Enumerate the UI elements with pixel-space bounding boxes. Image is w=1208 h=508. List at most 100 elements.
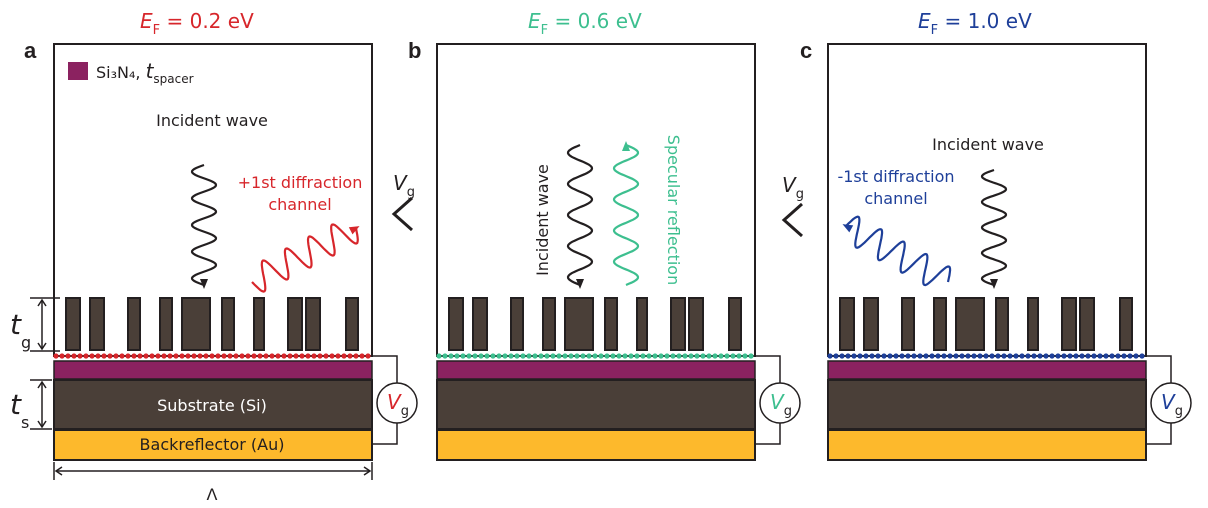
graphene-dot (947, 353, 952, 358)
graphene-dot (1097, 353, 1102, 358)
graphene-dot (977, 353, 982, 358)
graphene-dot (622, 353, 627, 358)
graphene-dot (1013, 353, 1018, 358)
graphene-dot (658, 353, 663, 358)
graphene-dot (1019, 353, 1024, 358)
graphene-dot (353, 353, 358, 358)
gate-symbol (784, 204, 802, 236)
graphene-dot (119, 353, 124, 358)
graphene-dot (149, 353, 154, 358)
graphene-dot (167, 353, 172, 358)
graphene-dot (323, 353, 328, 358)
graphene-dot (1091, 353, 1096, 358)
graphene-dot (484, 353, 489, 358)
graphene-dot (257, 353, 262, 358)
graphene-dot (568, 353, 573, 358)
graphene-dot (899, 353, 904, 358)
graphene-dot (299, 353, 304, 358)
value: = 1.0 eV (938, 9, 1032, 33)
graphene-dot (89, 353, 94, 358)
graphene-dot (983, 353, 988, 358)
graphene-dot (233, 353, 238, 358)
graphene-dot (1079, 353, 1084, 358)
substrate-layer (828, 380, 1146, 429)
graphene-dot (514, 353, 519, 358)
subscript: g (796, 187, 804, 202)
substrate-label: Substrate (Si) (157, 396, 267, 415)
graphene-dot (221, 353, 226, 358)
graphene-dot (460, 353, 465, 358)
graphene-dot (1031, 353, 1036, 358)
graphene-dot (275, 353, 280, 358)
graphene-dot (917, 353, 922, 358)
graphene-dot (634, 353, 639, 358)
graphene-dot (941, 353, 946, 358)
gate-wire (755, 423, 780, 444)
graphene-dot (887, 353, 892, 358)
reflection-label: Specular reflection (664, 135, 683, 285)
grating-bar (128, 298, 140, 350)
backreflector-layer (437, 430, 755, 460)
graphene-dot (959, 353, 964, 358)
graphene-dot (1085, 353, 1090, 358)
backreflector-layer (828, 430, 1146, 460)
graphene-dot (616, 353, 621, 358)
graphene-dot (365, 353, 370, 358)
graphene-dot (125, 353, 130, 358)
graphene-dot (694, 353, 699, 358)
diffraction-label: +1st diffraction (238, 173, 363, 192)
spacer-layer (437, 361, 755, 379)
graphene-dot (881, 353, 886, 358)
graphene-dot (1067, 353, 1072, 358)
graphene-dot (197, 353, 202, 358)
graphene-dot (508, 353, 513, 358)
graphene-dot (293, 353, 298, 358)
grating-bar (288, 298, 302, 350)
grating-bar (182, 298, 210, 350)
diffraction-label: channel (268, 195, 331, 214)
graphene-dot (965, 353, 970, 358)
graphene-dot (239, 353, 244, 358)
grating-bar (1062, 298, 1076, 350)
grating-bar (346, 298, 358, 350)
graphene-dot (245, 353, 250, 358)
graphene-dot (83, 353, 88, 358)
graphene-dot (59, 353, 64, 358)
graphene-dot (640, 353, 645, 358)
graphene-dot (532, 353, 537, 358)
graphene-dot (113, 353, 118, 358)
graphene-dot (502, 353, 507, 358)
graphene-dot (742, 353, 747, 358)
panel-label: b (408, 38, 421, 63)
gate-wire (1146, 423, 1171, 444)
graphene-dot (869, 353, 874, 358)
graphene-dot (1115, 353, 1120, 358)
substrate-layer (437, 380, 755, 429)
graphene-dot (1073, 353, 1078, 358)
graphene-dot (953, 353, 958, 358)
graphene-dot (1127, 353, 1132, 358)
graphene-dot (604, 353, 609, 358)
graphene-dot (556, 353, 561, 358)
graphene-dot (227, 353, 232, 358)
grating-bar (543, 298, 555, 350)
graphene-dot (472, 353, 477, 358)
grating-bar (473, 298, 487, 350)
symbol: E (918, 9, 931, 33)
graphene-dot (1055, 353, 1060, 358)
graphene-dot (682, 353, 687, 358)
graphene-dot (317, 353, 322, 358)
graphene-dot (652, 353, 657, 358)
panel-label: c (800, 38, 812, 63)
subscript: g (1175, 404, 1183, 419)
graphene-dot (839, 353, 844, 358)
gate-wire (372, 423, 397, 444)
graphene-dot (863, 353, 868, 358)
panel-title: EF = 1.0 eV (918, 9, 1032, 38)
graphene-dot (490, 353, 495, 358)
graphene-dot (209, 353, 214, 358)
backreflector-label: Backreflector (Au) (140, 435, 285, 454)
graphene-dot (436, 353, 441, 358)
grating-bar (729, 298, 741, 350)
value: = 0.2 eV (160, 9, 254, 33)
